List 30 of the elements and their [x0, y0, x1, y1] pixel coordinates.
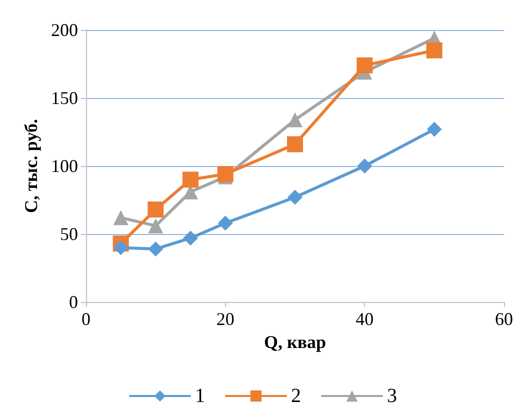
point: [148, 202, 164, 218]
point: [426, 42, 442, 58]
y-tick-label: 50: [60, 224, 78, 244]
y-tick-label: 200: [51, 20, 78, 40]
legend-label: 1: [195, 385, 205, 407]
point: [113, 240, 128, 256]
y-tick-label: 100: [51, 156, 78, 176]
point: [426, 122, 442, 137]
y-axis-title: C, тыс. руб.: [21, 119, 42, 213]
y-tick-label: 0: [69, 292, 78, 312]
point: [148, 218, 164, 234]
point: [287, 136, 303, 152]
legend-label: 2: [291, 385, 301, 407]
legend-label: 3: [387, 385, 397, 407]
x-tick-label: 40: [356, 309, 374, 329]
point: [217, 166, 234, 182]
point: [288, 112, 302, 128]
point: [288, 190, 302, 205]
point: [113, 210, 128, 226]
x-axis-title: Q, квар: [264, 332, 326, 352]
point: [356, 57, 373, 74]
point: [218, 216, 233, 231]
point: [148, 241, 164, 256]
x-tick-label: 0: [82, 309, 90, 329]
point: [183, 230, 198, 246]
y-tick-label: 150: [51, 88, 78, 108]
point: [182, 172, 198, 188]
x-tick-label: 60: [495, 309, 513, 329]
x-tick-label: 20: [216, 309, 234, 329]
point: [357, 158, 372, 174]
